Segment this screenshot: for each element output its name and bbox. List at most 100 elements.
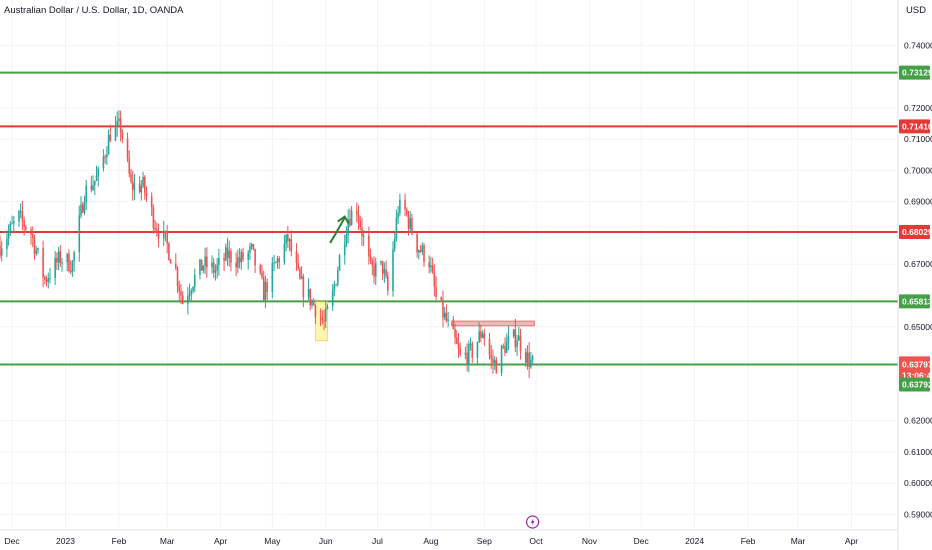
time-axis[interactable]: Dec 2023 Feb Mar Apr May Jun Jul Aug Sep Oct Nov Dec… bbox=[0, 529, 898, 546]
candle-body bbox=[178, 285, 181, 292]
candle-body bbox=[131, 181, 134, 190]
candle-body bbox=[385, 269, 387, 277]
candle-body bbox=[326, 306, 329, 309]
candle-body bbox=[288, 239, 291, 242]
candle-body bbox=[481, 333, 484, 338]
candle-body bbox=[314, 305, 317, 318]
event-marker[interactable] bbox=[525, 515, 540, 529]
candle-body bbox=[274, 262, 277, 264]
candle-body bbox=[35, 250, 37, 254]
candle-body bbox=[90, 185, 93, 190]
candle-body bbox=[454, 329, 456, 338]
candle-body bbox=[337, 270, 339, 285]
price-tick-label: 0.62000 bbox=[904, 416, 932, 426]
candle-body bbox=[416, 233, 418, 253]
time-tick-label: Feb bbox=[741, 536, 756, 546]
candle-body bbox=[295, 251, 298, 264]
time-tick-label: Oct bbox=[529, 536, 543, 546]
price-tick-label: 0.60000 bbox=[904, 478, 932, 488]
candle-body bbox=[230, 250, 232, 263]
candle-body bbox=[290, 239, 293, 252]
candle-body bbox=[507, 336, 510, 342]
candle-body bbox=[524, 351, 527, 363]
candle-body bbox=[214, 270, 217, 273]
candle-body bbox=[237, 257, 239, 268]
candle-body bbox=[21, 210, 24, 221]
candle-body bbox=[192, 286, 194, 291]
candle-body bbox=[445, 312, 448, 321]
candle-body bbox=[33, 237, 36, 254]
candle-body bbox=[142, 176, 144, 187]
candle-body bbox=[0, 248, 3, 256]
time-tick-label: Aug bbox=[423, 536, 438, 546]
candle-body bbox=[212, 262, 215, 273]
price-tag: 0.63792 bbox=[899, 377, 932, 392]
candle-body bbox=[531, 356, 534, 360]
price-tag-bg bbox=[899, 65, 930, 80]
candle-body bbox=[323, 320, 325, 322]
candle-body bbox=[404, 199, 406, 210]
candle-body bbox=[187, 295, 189, 304]
candle-body bbox=[12, 221, 15, 224]
candle-body bbox=[480, 331, 482, 338]
lightning-bolt-icon bbox=[530, 518, 535, 526]
candle-body bbox=[373, 265, 375, 277]
candle-body bbox=[54, 257, 56, 278]
candle-body bbox=[85, 185, 87, 203]
currency-label[interactable]: USD bbox=[905, 5, 926, 16]
candle-body bbox=[300, 276, 303, 279]
candle-body bbox=[287, 234, 289, 242]
candle-body bbox=[145, 192, 148, 197]
candle-body bbox=[42, 248, 44, 278]
candle-body bbox=[518, 335, 520, 341]
candle-body bbox=[407, 214, 410, 229]
candle-body bbox=[116, 120, 119, 126]
candle-body bbox=[299, 268, 301, 279]
candle-body bbox=[126, 138, 129, 159]
candle-body bbox=[140, 186, 143, 193]
candle-body bbox=[319, 317, 322, 319]
candle-body bbox=[202, 265, 205, 271]
candle-body bbox=[252, 244, 255, 249]
candle-body bbox=[166, 233, 168, 244]
candle-body bbox=[68, 253, 70, 272]
candle-body bbox=[259, 265, 262, 273]
candle-body bbox=[44, 277, 46, 280]
candle-body bbox=[238, 257, 241, 263]
candle-body bbox=[31, 234, 34, 238]
candle-body bbox=[218, 258, 220, 265]
candle-body bbox=[228, 250, 231, 259]
price-tag-bg bbox=[899, 119, 930, 134]
candle-body bbox=[361, 227, 363, 237]
candle-body bbox=[118, 118, 120, 121]
price-tick-label: 0.65000 bbox=[904, 322, 932, 332]
candle-body bbox=[235, 262, 237, 268]
annotation-boxes bbox=[315, 301, 535, 342]
candle-body bbox=[371, 260, 374, 266]
candle-body bbox=[107, 134, 110, 155]
candle-body bbox=[133, 183, 136, 190]
time-tick-label: Apr bbox=[214, 536, 227, 546]
candle-body bbox=[399, 199, 401, 213]
candle-body bbox=[433, 272, 436, 287]
candle-body bbox=[180, 291, 182, 296]
price-tick-label: 0.70000 bbox=[904, 165, 932, 175]
candle-body bbox=[175, 263, 177, 269]
candle-body bbox=[226, 247, 229, 259]
candle-body bbox=[338, 255, 341, 271]
candle-body bbox=[421, 245, 424, 252]
price-tick-label: 0.69000 bbox=[904, 197, 932, 207]
candle-body bbox=[285, 234, 287, 244]
candle-body bbox=[25, 226, 27, 230]
candle-body bbox=[471, 343, 474, 358]
candle-body bbox=[216, 264, 218, 271]
candle-body bbox=[57, 251, 60, 263]
time-tick-label: Nov bbox=[582, 536, 598, 546]
candle-body bbox=[9, 223, 12, 232]
price-tag-bg bbox=[899, 377, 930, 392]
price-axis[interactable]: 0.74000 0.72000 0.71000 0.70000 0.69000 0.670… bbox=[897, 0, 932, 550]
price-tick-label: 0.61000 bbox=[904, 447, 932, 457]
price-tag-bg bbox=[899, 294, 930, 309]
candle-body bbox=[200, 259, 203, 271]
